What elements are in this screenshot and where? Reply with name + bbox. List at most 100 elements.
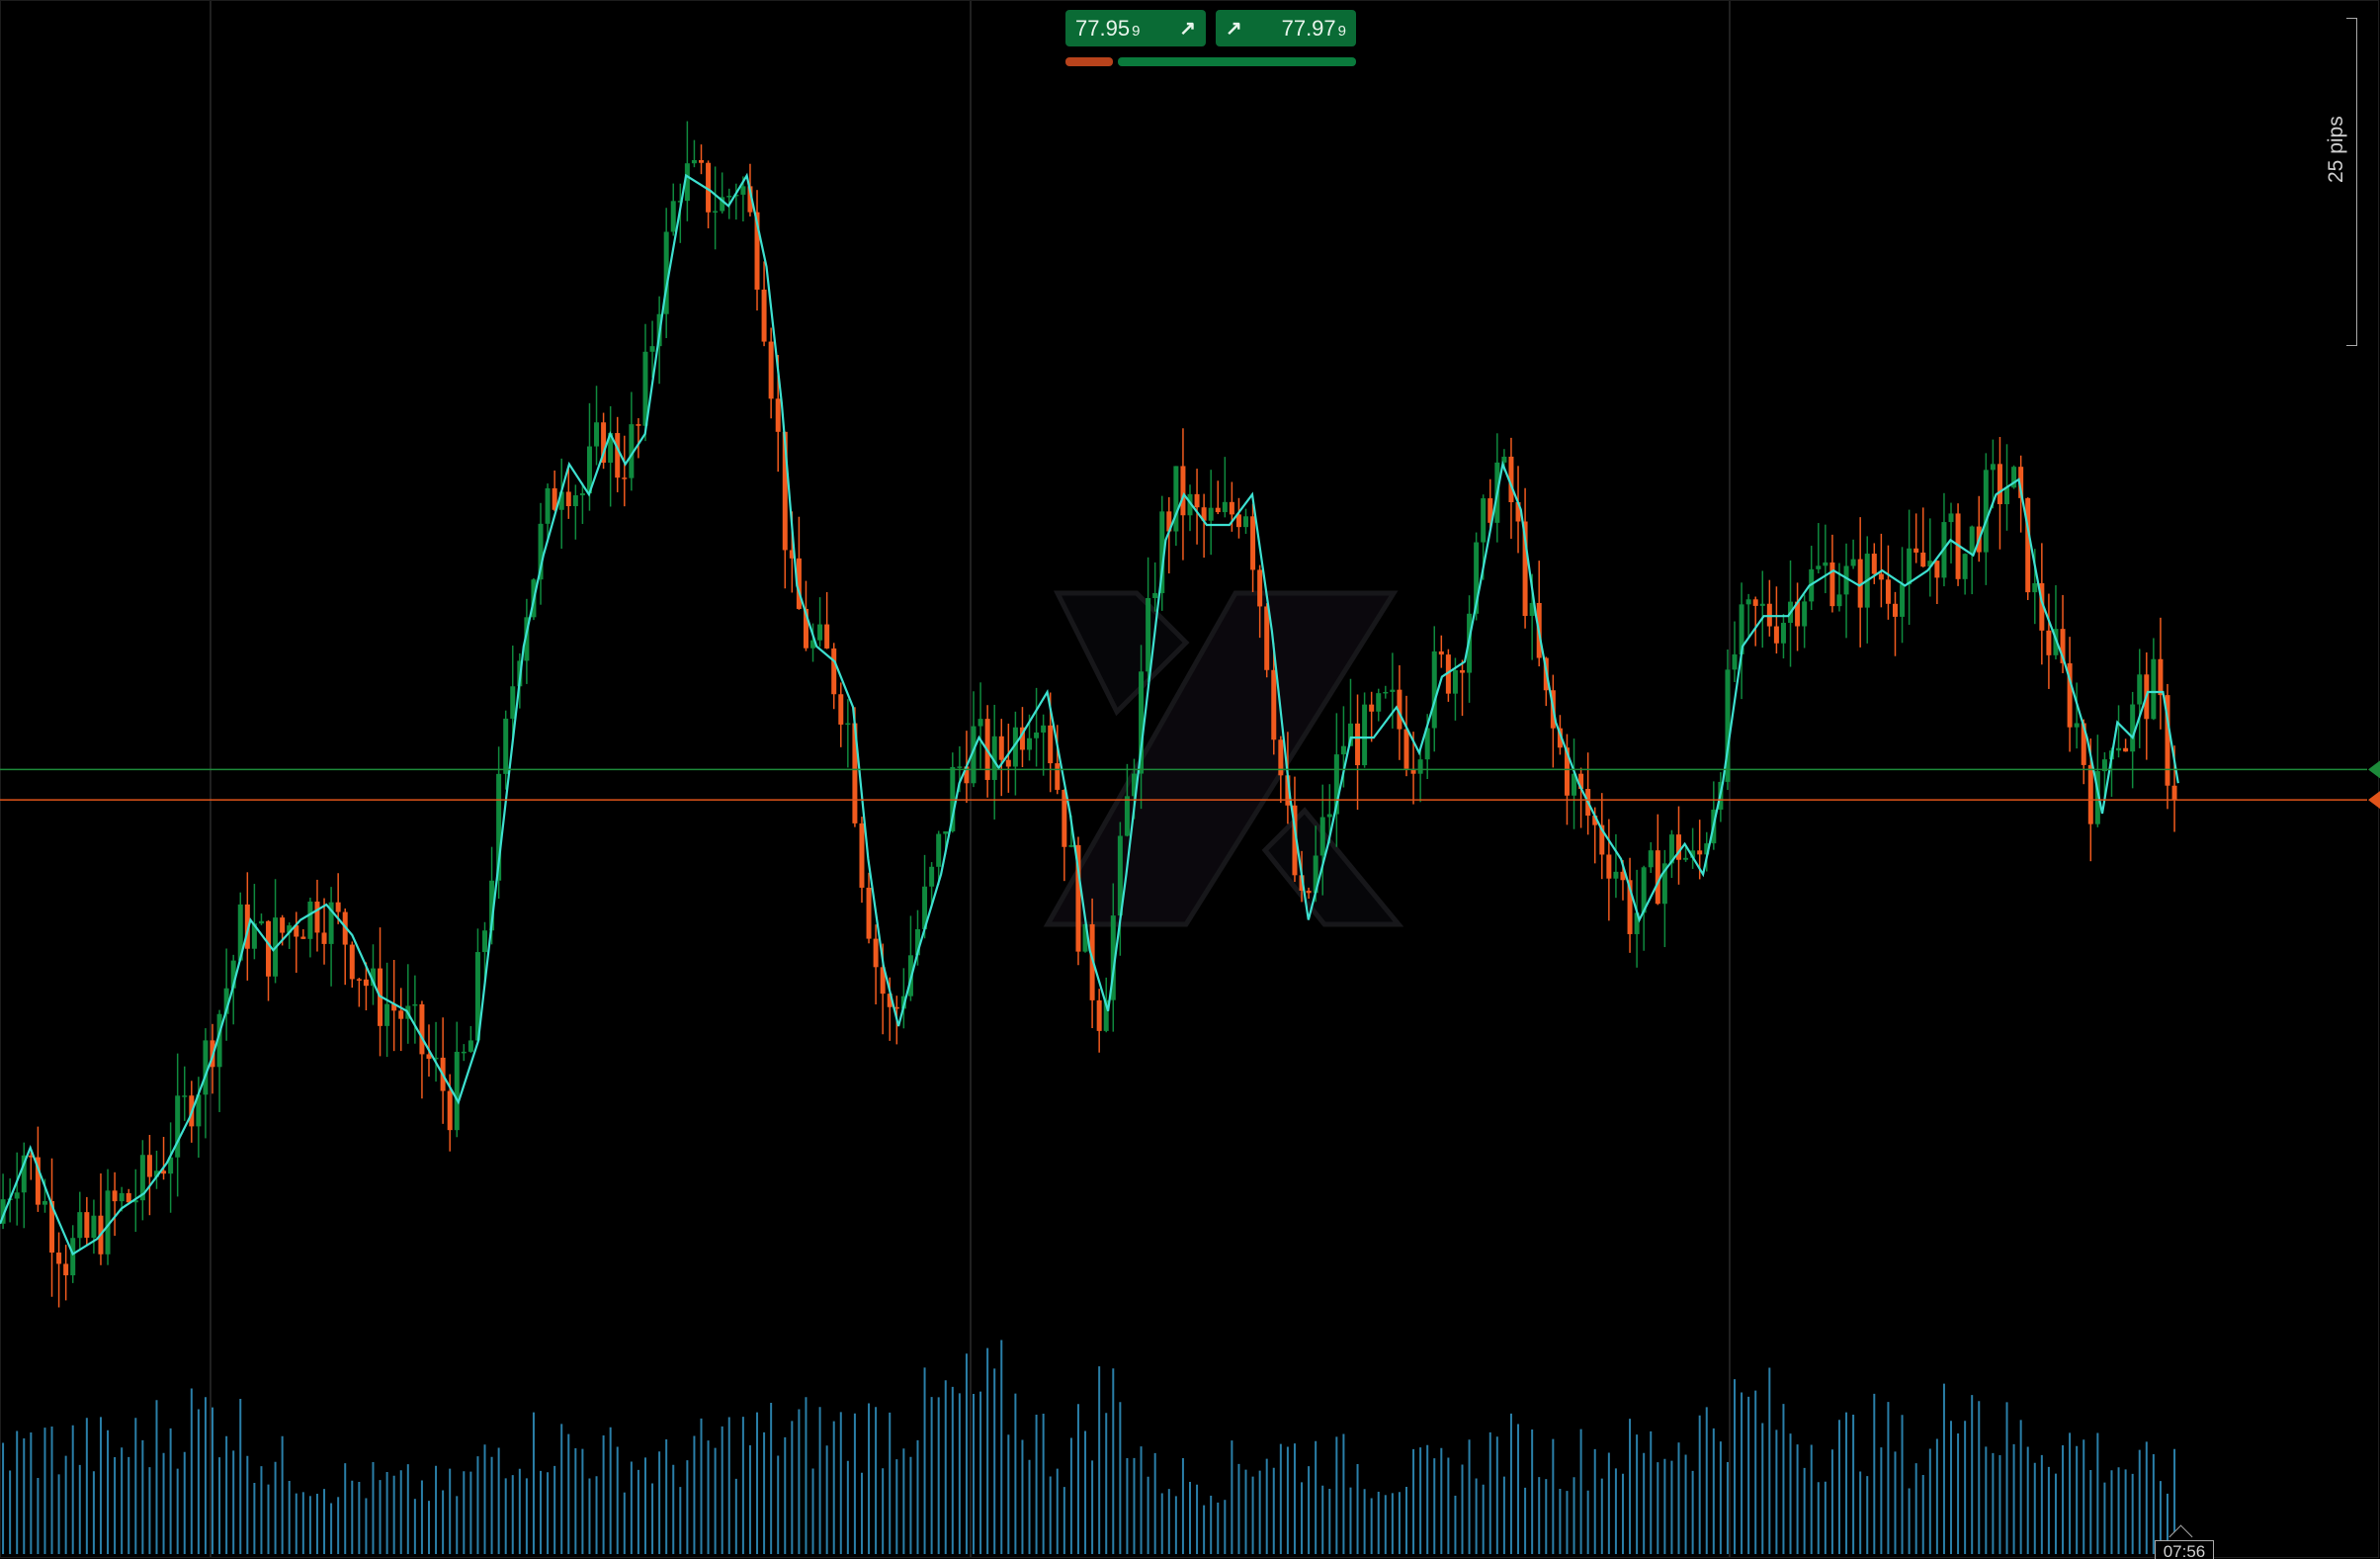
candle-body	[1920, 552, 1926, 567]
candle-body	[105, 1190, 111, 1255]
candle-body	[1285, 775, 1291, 806]
candle-body	[936, 833, 942, 867]
candle-body	[1648, 850, 1654, 868]
candle-body	[307, 901, 313, 939]
candle-body	[468, 1040, 473, 1052]
candle-body	[803, 608, 808, 649]
candle-body	[1683, 857, 1689, 860]
candle-body	[2130, 704, 2136, 752]
candle-body	[2039, 582, 2045, 631]
candle-body	[1048, 725, 1054, 764]
candle-body	[1990, 464, 1996, 471]
candle-body	[335, 902, 341, 912]
candle-body	[1229, 501, 1234, 515]
candle-body	[314, 901, 320, 933]
candle-body	[251, 923, 257, 949]
candle-body	[852, 723, 858, 823]
candle-body	[1850, 559, 1856, 566]
candle-body	[1661, 863, 1667, 905]
candle-body	[565, 491, 571, 507]
candle-body	[608, 433, 614, 464]
candle-body	[391, 1003, 397, 1011]
candle-body	[1431, 650, 1437, 729]
candle-body	[552, 487, 557, 510]
candle-body	[796, 558, 802, 609]
candle-body	[49, 1200, 55, 1254]
candle-body	[699, 160, 704, 163]
candle-body	[1124, 796, 1130, 836]
candle-body	[1739, 604, 1744, 654]
candle-body	[216, 1013, 222, 1068]
candle-body	[1152, 592, 1158, 598]
candle-body	[991, 736, 997, 780]
candle-body	[280, 917, 286, 933]
candle-body	[594, 422, 600, 447]
candle-body	[161, 1170, 167, 1174]
candle-body	[1187, 493, 1193, 516]
candle-body	[1355, 723, 1361, 766]
sell-quote-button[interactable]: 77.95 9 ↗	[1065, 10, 1206, 46]
candle-body	[2032, 582, 2038, 593]
candle-body	[1166, 511, 1172, 532]
candle-body	[2004, 487, 2010, 504]
candle-body	[817, 624, 823, 641]
candle-body	[670, 201, 676, 232]
candle-body	[412, 1003, 418, 1006]
candle-body	[1201, 507, 1207, 521]
candle-body	[957, 766, 963, 768]
candle-body	[433, 1057, 439, 1060]
candle-body	[1474, 542, 1480, 614]
candle-body	[1759, 603, 1765, 606]
candle-body	[572, 495, 578, 507]
buy-quote-button[interactable]: ↗ 77.97 9	[1216, 10, 1356, 46]
candle-body	[132, 1200, 138, 1203]
candle-body	[2046, 630, 2052, 655]
candle-body	[1529, 602, 1535, 617]
pips-scale-bracket	[2346, 18, 2357, 346]
candle-body	[1159, 511, 1165, 593]
candle-body	[2067, 662, 2073, 728]
candle-body	[1376, 693, 1382, 712]
candle-body	[1823, 562, 1828, 566]
candle-body	[2053, 629, 2059, 655]
candle-body	[859, 823, 865, 888]
candle-body	[91, 1215, 97, 1239]
candle-body	[1306, 890, 1312, 894]
candle-body	[524, 617, 530, 661]
candle-body	[1481, 498, 1487, 543]
candle-body	[1613, 871, 1619, 879]
candle-body	[636, 424, 641, 426]
candle-body	[370, 968, 376, 987]
candle-body	[1641, 867, 1647, 913]
candle-body	[1592, 816, 1598, 825]
candle-body	[1019, 727, 1025, 750]
candle-body	[1012, 727, 1018, 767]
candle-body	[266, 920, 272, 977]
candle-body	[1501, 456, 1507, 463]
candle-body	[1410, 768, 1416, 774]
candle-body	[1257, 569, 1263, 607]
candle-body	[782, 431, 788, 551]
candle-body	[1655, 850, 1660, 905]
candle-body	[1578, 773, 1584, 790]
candle-body	[663, 231, 669, 314]
candle-body	[1333, 754, 1339, 815]
candle-body	[1005, 759, 1011, 767]
candle-body	[419, 1003, 425, 1055]
candle-body	[461, 1051, 467, 1054]
candle-body	[1773, 626, 1779, 644]
candle-body	[971, 726, 977, 784]
candle-body	[203, 1040, 209, 1095]
candle-body	[649, 346, 655, 352]
arrow-up-right-icon: ↗	[1179, 18, 1196, 40]
candle-body	[1292, 805, 1298, 876]
candle-body	[1062, 789, 1067, 847]
candle-body	[1878, 573, 1884, 580]
candle-body	[1732, 653, 1738, 670]
candle-body	[1515, 502, 1521, 522]
sell-sentiment-bar	[1065, 57, 1113, 66]
candle-body	[761, 289, 767, 342]
candle-body	[831, 648, 837, 695]
candle-body	[2074, 723, 2080, 728]
